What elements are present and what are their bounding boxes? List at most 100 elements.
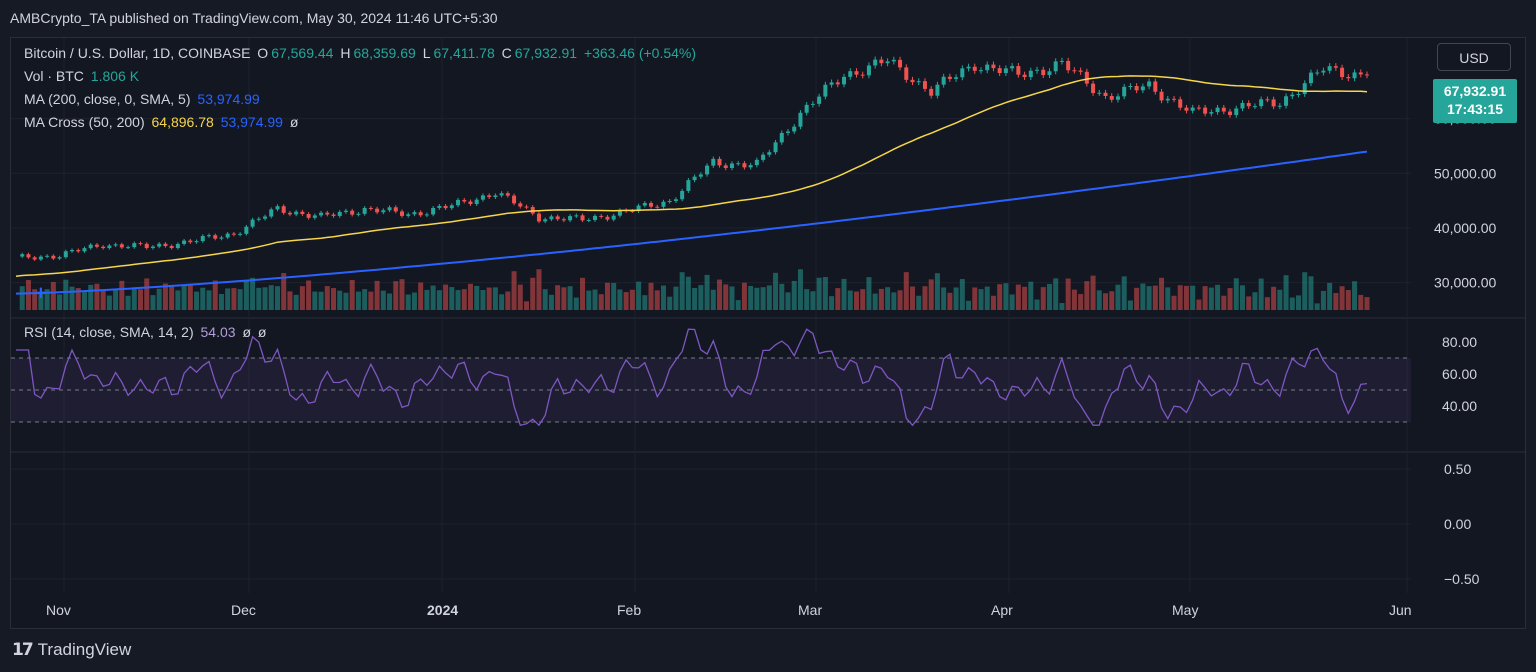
volume-bar <box>822 277 828 310</box>
volume-bar <box>754 287 760 310</box>
candle-body <box>487 195 492 198</box>
candle-body <box>929 88 934 96</box>
volume-bar <box>829 296 835 310</box>
candle-body <box>717 158 722 166</box>
volume-bar <box>492 287 498 310</box>
volume-bar <box>1358 294 1364 310</box>
volume-bar <box>467 283 473 310</box>
volume-bar <box>860 289 866 310</box>
volume-bar <box>331 288 337 310</box>
candle-body <box>1041 69 1046 76</box>
candle-body <box>991 64 996 69</box>
volume-bar <box>580 277 586 310</box>
candle-body <box>947 76 952 79</box>
candle-body <box>412 212 417 215</box>
close-label: C <box>501 45 512 61</box>
volume-bar <box>1159 277 1165 310</box>
candle-body <box>70 249 75 252</box>
volume-bar <box>785 292 791 310</box>
legend-volume[interactable]: Vol · BTC 1.806 K <box>24 68 142 84</box>
candle-body <box>985 64 990 71</box>
lower-tick-label: 0.50 <box>1444 461 1471 477</box>
volume-bar <box>629 289 635 310</box>
volume-bar <box>1034 299 1040 310</box>
candle-body <box>499 193 504 196</box>
volume-bar <box>604 282 610 310</box>
volume-bar <box>1140 283 1146 310</box>
chart-frame[interactable]: + 60,000.0050,000.0040,000.0030,000.00No… <box>10 37 1526 629</box>
lower-tick-label: −0.50 <box>1444 571 1480 587</box>
candle-body <box>866 65 871 76</box>
volume-bar <box>125 295 131 310</box>
candle-body <box>350 210 355 215</box>
volume-bar <box>654 290 660 310</box>
candle-body <box>810 103 815 105</box>
candle-body <box>848 71 853 77</box>
candle-body <box>325 212 330 215</box>
volume-bar <box>355 291 361 310</box>
volume-bar <box>287 291 293 310</box>
candle-body <box>1358 72 1363 75</box>
time-label: Dec <box>231 602 256 618</box>
candle-body <box>518 203 523 207</box>
volume-bar <box>1320 290 1326 310</box>
legend-rsi[interactable]: RSI (14, close, SMA, 14, 2) 54.03 ø ø <box>24 324 269 340</box>
low-label: L <box>422 45 431 61</box>
legend-ma-cross[interactable]: MA Cross (50, 200) 64,896.78 53,974.99 ø <box>24 114 301 130</box>
legend-ohlc: Bitcoin / U.S. Dollar, 1D, COINBASE O 67,… <box>24 45 699 61</box>
candle-body <box>729 163 734 169</box>
time-label: Nov <box>46 602 71 618</box>
volume-bar <box>418 282 424 310</box>
volume-bar <box>667 296 673 310</box>
volume-bar <box>1059 303 1065 310</box>
volume-bar <box>990 295 996 310</box>
candles <box>20 56 1369 261</box>
volume-bar <box>256 287 262 310</box>
candle-body <box>891 59 896 62</box>
tradingview-branding[interactable]: 𝟭𝟳 TradingView <box>12 638 131 662</box>
last-price-tag: 67,932.91 17:43:15 <box>1433 79 1517 123</box>
symbol-name[interactable]: Bitcoin / U.S. Dollar, 1D, COINBASE <box>24 45 251 61</box>
volume-bar <box>1339 286 1345 310</box>
candle-body <box>1271 99 1276 107</box>
volume-bar <box>69 286 75 310</box>
candle-body <box>213 235 218 239</box>
volume-bar <box>243 280 249 310</box>
volume-bar <box>1196 299 1202 310</box>
volume-bar <box>436 290 442 310</box>
candle-body <box>331 214 336 216</box>
candle-body <box>935 84 940 96</box>
volume-bar <box>237 289 243 310</box>
candle-body <box>605 216 610 220</box>
volume-bar <box>119 280 125 310</box>
candle-body <box>468 201 473 205</box>
candle-body <box>1327 66 1332 71</box>
candle-body <box>126 247 131 249</box>
volume-bar <box>735 300 741 310</box>
volume-bar <box>374 280 380 310</box>
candle-body <box>941 76 946 85</box>
candle-body <box>1091 83 1096 94</box>
candle-body <box>275 206 280 210</box>
chart-canvas[interactable]: + 60,000.0050,000.0040,000.0030,000.00No… <box>11 38 1525 628</box>
candle-body <box>480 195 485 200</box>
last-price: 67,932.91 <box>1443 83 1507 99</box>
candle-body <box>443 205 448 209</box>
candle-body <box>1308 72 1313 84</box>
currency-button[interactable]: USD <box>1437 43 1511 71</box>
time-label: 2024 <box>427 602 458 618</box>
candle-body <box>916 81 921 83</box>
candle-body <box>1302 83 1307 95</box>
candle-body <box>462 199 467 202</box>
volume-bar <box>399 279 405 310</box>
candle-body <box>26 254 31 258</box>
volume-bar <box>636 281 642 310</box>
volume-bar <box>835 288 841 310</box>
candle-body <box>524 206 529 208</box>
legend-ma[interactable]: MA (200, close, 0, SMA, 5) 53,974.99 <box>24 91 263 107</box>
volume-bar <box>1096 290 1102 310</box>
volume-bar <box>424 289 430 310</box>
candle-body <box>1290 94 1295 97</box>
volume-bar <box>480 289 486 310</box>
candle-body <box>599 215 604 217</box>
